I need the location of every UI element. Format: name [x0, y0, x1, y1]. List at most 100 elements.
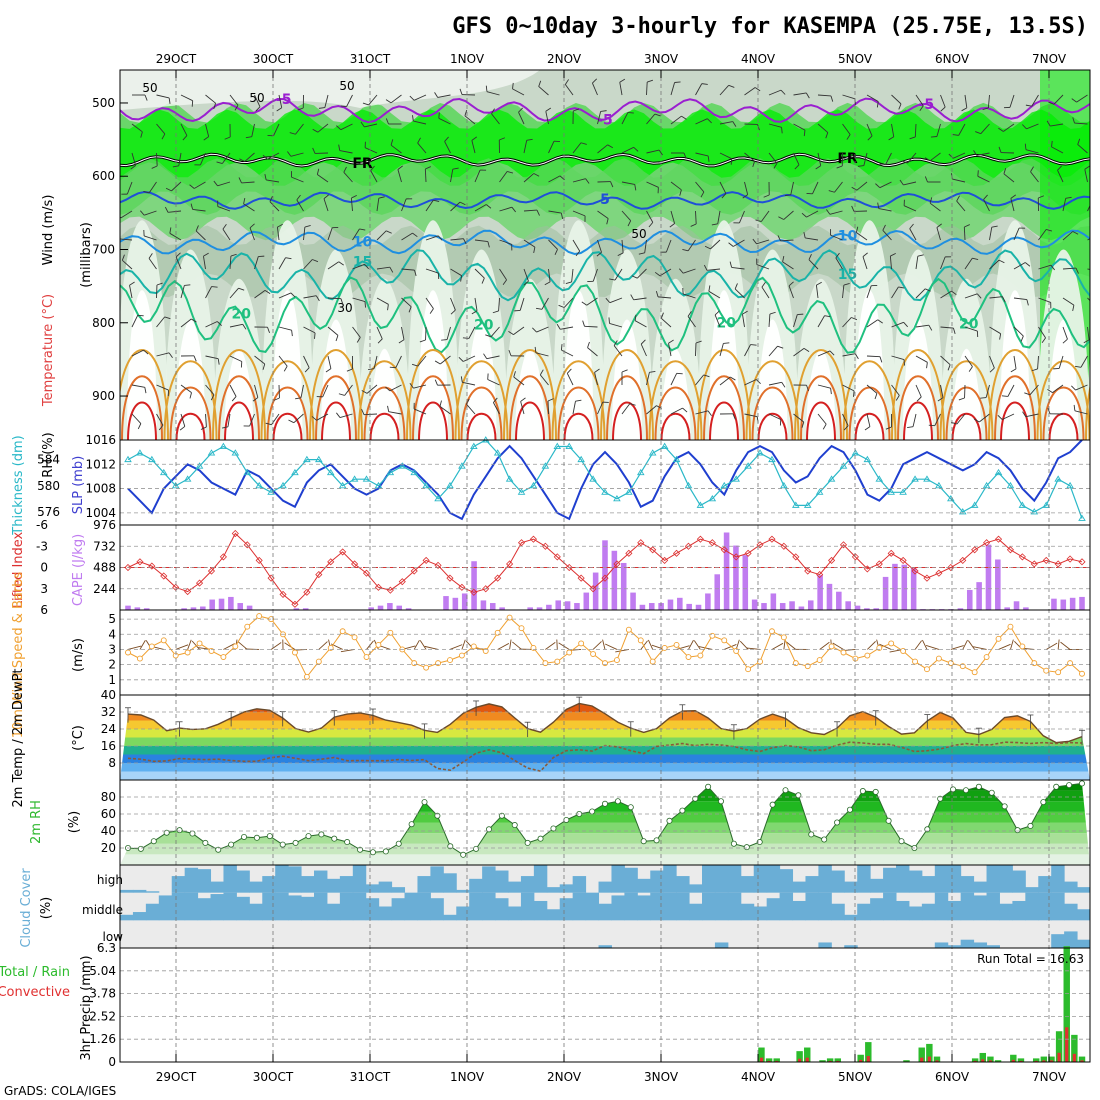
wind10m-barb: [950, 645, 964, 650]
li-point: [684, 542, 693, 550]
wind-barb-flag: [318, 107, 325, 109]
li-tick: 6: [40, 603, 48, 617]
li-point: [255, 556, 263, 564]
wind-barb-flag: [169, 227, 172, 234]
wind-barb-flag: [1083, 339, 1090, 344]
wind-barb: [768, 345, 778, 357]
isotherm-label: 20: [474, 318, 494, 334]
isotherm-warm-dome: [557, 386, 600, 440]
wind10m-point: [673, 641, 680, 648]
wind-barb: [499, 268, 507, 281]
wind-barb-flag: [757, 124, 760, 131]
wind-barb: [670, 82, 676, 96]
wind-barb: [523, 239, 536, 248]
isotherm-label: -5: [276, 92, 292, 108]
thickness-point: [696, 501, 705, 508]
cloud-cell: [145, 903, 160, 921]
wind10m-barb: [879, 643, 892, 650]
wind-barb: [131, 413, 142, 424]
wind-barb-flag: [1024, 143, 1027, 150]
wind-barb-flag: [389, 266, 394, 273]
rh2m-point: [666, 817, 673, 824]
wind-barb-flag: [973, 150, 978, 156]
wind-barb-flag: [249, 223, 255, 229]
wind10m-point: [292, 649, 298, 656]
wind-barb-flag: [830, 95, 834, 102]
cape-bar: [125, 605, 131, 610]
wind10m-point: [649, 658, 656, 665]
wind-barb: [646, 181, 659, 188]
wind-barb-flag: [976, 293, 982, 299]
rh2m-point: [692, 795, 699, 802]
wind-barb: [670, 407, 683, 415]
wind-barb: [370, 170, 378, 183]
wind-barb: [1030, 171, 1039, 183]
cape-bar: [387, 603, 393, 610]
wind-barb-flag: [222, 426, 229, 429]
wind-barb-flag: [633, 146, 639, 152]
thickness-point: [672, 455, 681, 463]
cloud-cell: [624, 867, 638, 893]
wind-barb: [254, 256, 259, 270]
wind-barb: [545, 111, 549, 125]
cloud-cell: [947, 945, 962, 948]
wind-barb-flag: [752, 238, 757, 245]
wind-tick: 2: [108, 658, 116, 672]
wind10m-barb: [223, 643, 235, 650]
wind-barb: [670, 115, 682, 125]
wind-barb-flag: [1010, 194, 1017, 199]
thickness-point: [171, 481, 180, 489]
wind-barb-flag: [930, 136, 937, 138]
wind10m-barb: [270, 642, 282, 650]
wind-barb-flag: [502, 279, 507, 286]
wind-barb: [1057, 170, 1064, 183]
cloud-cell: [1077, 909, 1091, 921]
wind-barb-flag: [1062, 338, 1068, 344]
wind-barb-flag: [1084, 165, 1090, 170]
wind-barb-flag: [655, 290, 659, 297]
cloud-cell: [740, 876, 755, 893]
wind-barb: [956, 413, 966, 425]
wind-barb: [180, 285, 185, 299]
li-point: [1078, 558, 1086, 566]
wind-barb: [251, 123, 255, 137]
wind-barb-flag: [732, 121, 737, 127]
wind-barb: [346, 94, 353, 107]
temp-tick: 16: [101, 739, 116, 753]
wind-barb: [1050, 123, 1064, 127]
thickness-point: [744, 462, 752, 469]
li-point: [696, 535, 704, 543]
wind-barb: [1074, 410, 1088, 415]
cloud-cell: [934, 942, 949, 948]
isotherm-warm-dome: [988, 349, 1042, 440]
cloud-cell: [986, 892, 1000, 921]
wind-barb: [148, 258, 157, 270]
cloud-cell: [585, 892, 600, 921]
wind-barb-flag: [520, 397, 526, 402]
wind-barb-flag: [1026, 299, 1029, 306]
wind-barb: [536, 326, 549, 333]
temp-fill: [120, 703, 1090, 780]
lower-panels: [120, 436, 1091, 1062]
wind-barb-flag: [781, 382, 786, 388]
wind-barb-flag: [262, 363, 266, 370]
cloud-cell: [301, 876, 315, 893]
wind10m-point: [160, 637, 167, 644]
wind-barb: [364, 123, 378, 128]
cloud-cell: [896, 865, 910, 893]
wind-barb: [983, 199, 990, 212]
wind-barb-flag: [1010, 368, 1017, 373]
wind-barb: [290, 152, 304, 157]
wind-barb-flag: [315, 295, 320, 302]
precip-total-bar: [857, 1054, 864, 1062]
isotherm-warm-dome: [418, 401, 448, 440]
wind-barb-flag: [485, 85, 488, 92]
wind10m-barb: [1060, 641, 1071, 650]
wind-barb-flag: [777, 235, 781, 242]
wind-barb-flag: [924, 157, 931, 162]
wind10m-point: [232, 643, 239, 650]
wind-barb: [661, 317, 672, 328]
wind-barb: [1037, 355, 1039, 369]
pressure-tick: 500: [92, 96, 115, 110]
precip-convective-bar: [775, 1060, 779, 1062]
